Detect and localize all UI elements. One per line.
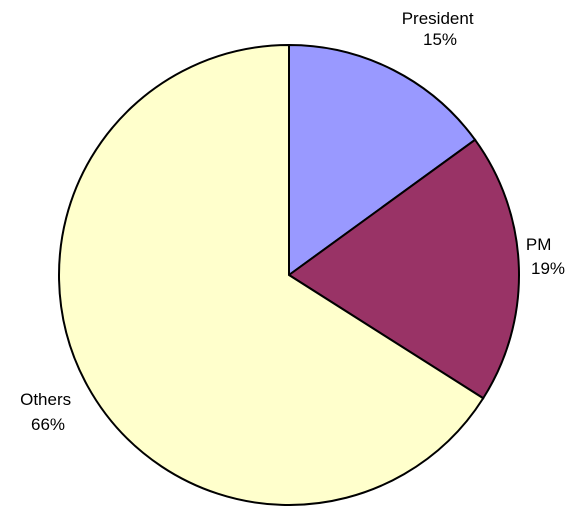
pie-slices bbox=[58, 43, 520, 506]
slice-percent-others: 66% bbox=[31, 415, 65, 434]
pie-slice-president bbox=[288, 43, 477, 277]
pie-labels: President 15% PM 19% Others 66% bbox=[20, 9, 565, 434]
slice-label-pm: PM 19% bbox=[526, 235, 565, 278]
pie-slice-pm bbox=[287, 138, 520, 400]
slice-name-others: Others bbox=[20, 390, 71, 409]
slice-percent-president: 15% bbox=[423, 30, 457, 49]
slice-percent-pm: 19% bbox=[531, 259, 565, 278]
pie-slice-others bbox=[58, 43, 485, 506]
slice-name-president: President bbox=[402, 9, 474, 28]
slice-label-others: Others 66% bbox=[20, 390, 76, 434]
slice-label-president: President 15% bbox=[402, 9, 479, 49]
slice-name-pm: PM bbox=[526, 235, 552, 254]
